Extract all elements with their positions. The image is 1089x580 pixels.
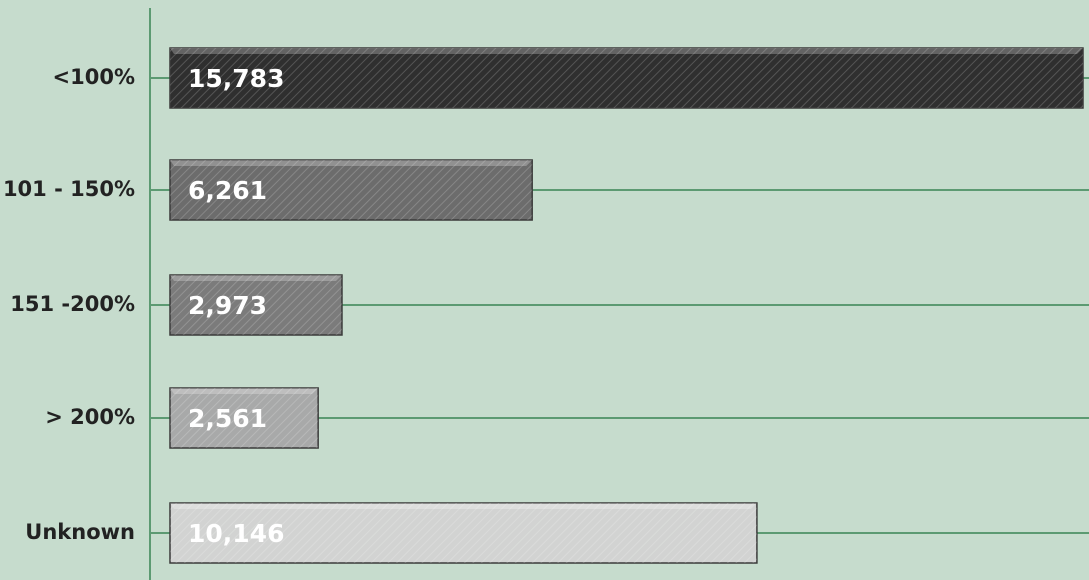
y-tick-label: Unknown xyxy=(25,520,135,544)
value-label: 15,783 xyxy=(188,64,284,93)
bar-hatch xyxy=(170,160,533,220)
bar-bevel xyxy=(170,48,1083,54)
value-label: 10,146 xyxy=(188,519,284,548)
value-label: 2,561 xyxy=(188,404,267,433)
bar-bevel xyxy=(170,275,342,281)
y-tick-label: 101 - 150% xyxy=(3,177,135,201)
bar-hatch xyxy=(170,503,757,563)
bar-hatch xyxy=(170,388,319,448)
bar-hatch xyxy=(170,275,342,335)
value-label: 2,973 xyxy=(188,291,267,320)
y-tick-label: 151 -200% xyxy=(10,292,135,316)
bar-bevel xyxy=(170,503,757,509)
y-tick-label: <100% xyxy=(53,65,135,89)
y-tick-label: > 200% xyxy=(45,405,135,429)
bar-hatch xyxy=(170,48,1083,108)
bar-bevel xyxy=(170,388,319,394)
bar-bevel xyxy=(170,160,533,166)
value-label: 6,261 xyxy=(188,176,267,205)
